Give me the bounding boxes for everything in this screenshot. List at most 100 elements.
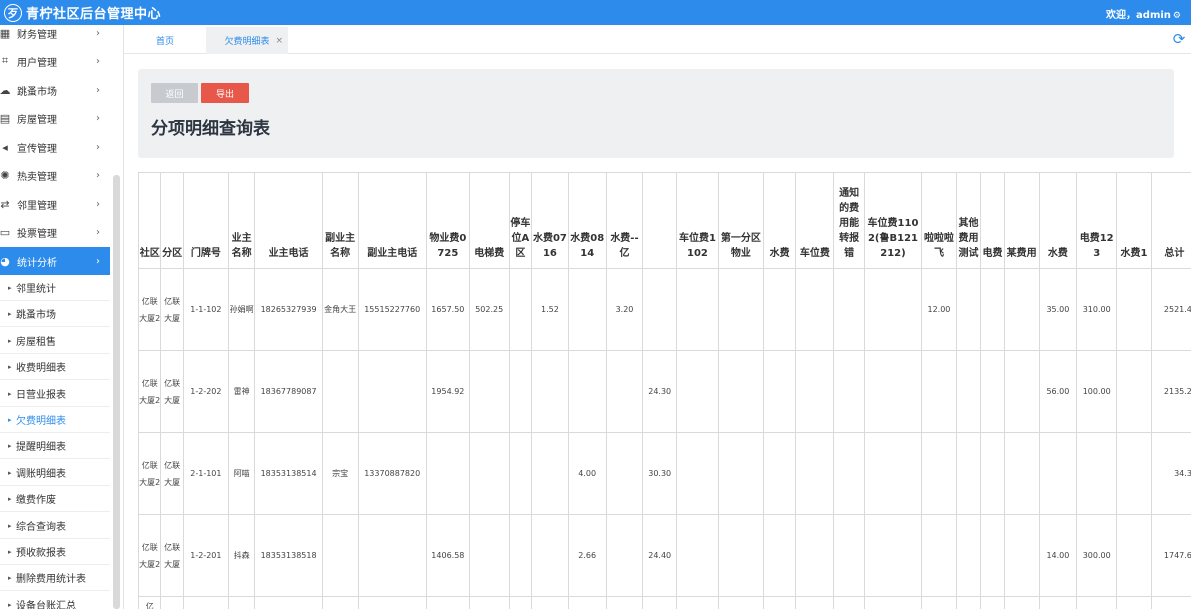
back-button[interactable]: 返回	[151, 83, 198, 103]
table-cell: 18353138518	[254, 514, 323, 597]
sidebar-item-building[interactable]: ▤ 房屋管理 ›	[0, 104, 110, 132]
table-cell	[357, 514, 427, 597]
caret-right-icon: ▸	[8, 494, 12, 503]
table-row: 亿联大厦2 亿联大厦 2-1-101 阿喵 18353138514 宗宝 133708878…	[138, 432, 1191, 515]
table-cell: 金角大王	[321, 268, 359, 351]
submenu-item[interactable]: ▸ 提醒明细表	[0, 433, 110, 459]
table-cell	[508, 432, 533, 515]
table-cell: 宗宝	[321, 432, 359, 515]
submenu-item[interactable]: ▸ 房屋租售	[0, 328, 110, 354]
submenu-item[interactable]: ▸ 删除费用统计表	[0, 565, 110, 591]
gear-icon[interactable]: ⚙	[1172, 11, 1181, 21]
column-header: 电费123	[1076, 172, 1118, 269]
sidebar-item-file[interactable]: ▭ 投票管理 ›	[0, 218, 110, 246]
submenu-item-label: 提醒明细表	[16, 442, 66, 453]
table-cell: 18265327939	[254, 268, 323, 351]
submenu-item-label: 日营业报表	[16, 390, 66, 401]
table-cell	[567, 350, 607, 433]
sidebar-item-volume[interactable]: ◂ 宣传管理 ›	[0, 133, 110, 161]
user-menu[interactable]: 欢迎，admin ⚙	[1106, 6, 1181, 21]
table-cell	[921, 432, 957, 515]
table-cell	[980, 268, 1005, 351]
submenu-item[interactable]: ▸ 设备台账汇总	[0, 592, 110, 609]
table-cell	[676, 350, 719, 433]
table-cell	[795, 350, 835, 433]
sidebar: ▦ 财务管理 › ⌗ 用户管理 › ☁ 跳蚤市场 › ▤ 房屋管理 › ◂ 宣传管理 › ✺ 热卖管理 › ⇄ 邻里管…	[0, 25, 124, 609]
table-cell	[795, 514, 835, 597]
submenu-item[interactable]: ▸ 跳蚤市场	[0, 301, 110, 327]
chevron-right-icon: ›	[96, 55, 100, 67]
building-icon: ▤	[0, 111, 11, 125]
table-cell: 亿联大厦2	[138, 432, 162, 515]
submenu-item[interactable]: ▸ 收费明细表	[0, 354, 110, 380]
table-cell	[567, 596, 607, 609]
column-header: 水费--亿	[605, 172, 644, 269]
tab-home[interactable]: 首页	[155, 37, 174, 47]
submenu-item-label: 删除费用统计表	[16, 574, 86, 585]
submenu-item-label: 跳蚤市场	[16, 310, 56, 321]
table-cell	[1038, 432, 1078, 515]
detail-table-container[interactable]: 社区 分区 门牌号 业主名称 业主电话 副业主名称 副业主电话 物业费0725 电梯费 停车位A区…	[138, 172, 1191, 609]
table-cell	[468, 432, 510, 515]
table-cell: 18353138514	[254, 432, 323, 515]
column-header: 门牌号	[182, 172, 229, 269]
table-cell	[567, 268, 607, 351]
refresh-icon[interactable]: ⟳	[1172, 30, 1186, 48]
chevron-right-icon: ›	[96, 112, 100, 124]
table-cell	[676, 514, 719, 597]
table-cell: 阿喵	[227, 432, 256, 515]
sidebar-item-retweet[interactable]: ⇄ 邻里管理 ›	[0, 190, 110, 218]
page-title: 分项明细查询表	[151, 119, 270, 139]
file-icon: ▭	[0, 225, 11, 239]
column-header: 车位费1102(鲁B121212)	[863, 172, 923, 269]
table-cell	[833, 350, 865, 433]
table-row: 亿	[138, 596, 1191, 609]
submenu-item-label: 房屋租售	[16, 337, 56, 348]
table-cell	[1003, 432, 1040, 515]
tab-debt-detail[interactable]: 欠费明细表 ×	[206, 27, 288, 54]
export-button[interactable]: 导出	[201, 83, 249, 103]
sidebar-item-label: 统计分析	[17, 257, 57, 269]
table-cell: 2521.47	[1150, 268, 1191, 351]
sidebar-item-label: 投票管理	[17, 228, 57, 240]
table-cell	[795, 268, 835, 351]
submenu-item[interactable]: ▸ 调账明细表	[0, 460, 110, 486]
submenu-item[interactable]: ▸ 缴费作废	[0, 486, 110, 512]
caret-right-icon: ▸	[8, 389, 12, 398]
caret-right-icon: ▸	[8, 441, 12, 450]
table-cell	[921, 596, 957, 609]
table-cell	[531, 432, 569, 515]
column-header: 业主电话	[254, 172, 323, 269]
column-header: 分区	[160, 172, 184, 269]
caret-right-icon: ▸	[8, 309, 12, 318]
table-cell	[468, 514, 510, 597]
close-icon[interactable]: ×	[275, 35, 283, 46]
table-cell	[921, 350, 957, 433]
sidebar-item-cloud[interactable]: ☁ 跳蚤市场 ›	[0, 76, 110, 104]
sidebar-item-sun[interactable]: ✺ 热卖管理 ›	[0, 161, 110, 189]
sidebar-item-pie-chart[interactable]: ◕ 统计分析 ›	[0, 247, 110, 275]
table-cell	[676, 432, 719, 515]
submenu-item[interactable]: ▸ 综合查询表	[0, 513, 110, 539]
table-cell	[1116, 596, 1152, 609]
sidebar-scrollbar[interactable]	[113, 175, 120, 609]
table-cell	[955, 268, 982, 351]
column-header: 水费0814	[567, 172, 607, 269]
sidebar-item-calculator[interactable]: ▦ 财务管理 ›	[0, 25, 110, 47]
table-cell: 30.30	[642, 432, 678, 515]
table-cell: 雷神	[227, 350, 256, 433]
submenu-item[interactable]: ▸ 日营业报表	[0, 381, 110, 407]
table-cell: 亿联大厦	[160, 350, 184, 433]
table-cell: 孙娟啊	[227, 268, 256, 351]
table-cell	[605, 432, 644, 515]
sidebar-item-crop[interactable]: ⌗ 用户管理 ›	[0, 47, 110, 75]
submenu-item[interactable]: ▸ 欠费明细表	[0, 407, 110, 433]
table-cell: 12.00	[921, 268, 957, 351]
table-cell: 1954.92	[425, 350, 470, 433]
table-cell: 亿联大厦2	[138, 350, 162, 433]
submenu-item[interactable]: ▸ 邻里统计	[0, 275, 110, 301]
table-cell: 1-2-202	[182, 350, 229, 433]
table-cell	[980, 596, 1005, 609]
submenu-item[interactable]: ▸ 预收款报表	[0, 539, 110, 565]
table-cell	[795, 596, 835, 609]
